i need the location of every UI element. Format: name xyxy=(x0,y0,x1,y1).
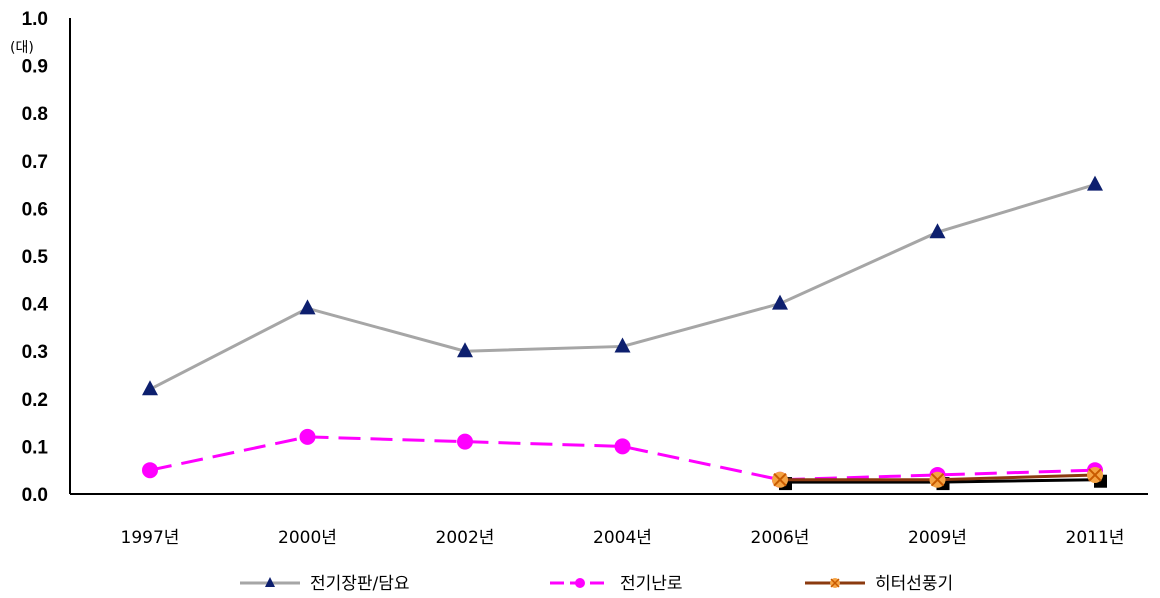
legend-swatch-marker xyxy=(265,577,275,587)
data-point-triangle xyxy=(614,337,631,353)
data-point-x-stroke xyxy=(773,473,787,487)
y-tick-label: 0.1 xyxy=(22,437,49,458)
y-tick-label: 0.2 xyxy=(22,390,48,411)
y-axis-unit-label: (대) xyxy=(10,40,34,56)
y-tick-label: 0.0 xyxy=(22,485,48,506)
legend-label: 히터선풍기 xyxy=(875,574,953,594)
data-point-triangle xyxy=(772,294,788,310)
x-tick-label: 2011년 xyxy=(1066,528,1125,548)
legend-label: 전기장판/담요 xyxy=(310,574,410,594)
chart-axes xyxy=(69,18,1148,495)
data-point-triangle xyxy=(299,299,316,315)
x-tick-label: 2009년 xyxy=(908,528,967,548)
data-point-x-stroke xyxy=(1088,468,1102,482)
series-1 xyxy=(142,175,1103,396)
y-tick-label: 0.3 xyxy=(22,342,48,363)
data-point-x-circle xyxy=(929,471,946,488)
x-tick-label: 2006년 xyxy=(751,528,810,548)
legend-item: 히터선풍기 xyxy=(805,574,953,594)
legend-label: 전기난로 xyxy=(620,574,683,594)
data-point-triangle xyxy=(929,223,946,239)
x-tick-label: 2000년 xyxy=(278,528,337,548)
x-axis-ticks: 1997년 2000년 2002년 2004년 2006년 2009년 2011년 xyxy=(121,528,1125,548)
data-point-circle xyxy=(142,462,158,479)
y-tick-label: 0.6 xyxy=(22,199,48,220)
data-point-circle xyxy=(299,428,316,445)
series-4 xyxy=(772,466,1103,488)
data-point-triangle xyxy=(1087,175,1103,191)
data-point-circle xyxy=(614,438,631,455)
data-point-circle xyxy=(457,433,473,450)
y-tick-label: 1.0 xyxy=(22,9,48,30)
y-tick-label: 0.8 xyxy=(22,104,48,125)
legend-item: 전기장판/담요 xyxy=(240,574,410,594)
x-tick-label: 2002년 xyxy=(436,528,495,548)
legend-item: 전기난로 xyxy=(550,574,683,594)
x-tick-label: 2004년 xyxy=(593,528,652,548)
legend: 전기장판/담요 전기난로 히터선풍기 xyxy=(240,574,953,594)
data-point-triangle xyxy=(457,342,473,358)
data-point-x-stroke xyxy=(930,473,945,487)
legend-swatch-marker xyxy=(575,578,585,588)
data-point-x-circle xyxy=(772,471,788,488)
y-axis-ticks: 0.0 0.1 0.2 0.3 0.4 0.5 0.6 0.7 0.8 0.9 1.0 xyxy=(22,9,49,506)
y-tick-label: 0.4 xyxy=(22,295,49,316)
series-line xyxy=(149,183,1096,391)
y-tick-label: 0.5 xyxy=(22,247,49,268)
data-point-triangle xyxy=(142,380,158,396)
data-point-x-circle xyxy=(1087,466,1103,483)
x-tick-label: 1997년 xyxy=(121,528,180,548)
y-tick-label: 0.9 xyxy=(22,57,48,78)
legend-swatch-x xyxy=(830,578,840,588)
series-layer xyxy=(142,175,1107,491)
y-tick-label: 0.7 xyxy=(22,152,48,173)
